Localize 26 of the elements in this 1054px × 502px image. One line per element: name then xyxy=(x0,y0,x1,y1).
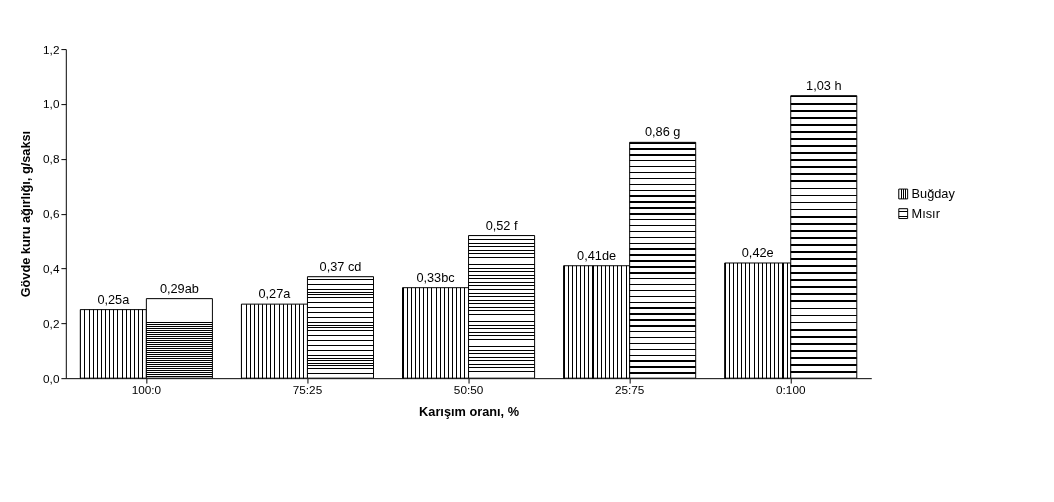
data-label: 0,33bc xyxy=(416,269,456,285)
data-label: 0,25a xyxy=(97,291,131,307)
data-label: 0,42e xyxy=(741,245,774,261)
x-tick-label: 0:100 xyxy=(776,383,806,397)
x-tick-label: 25:75 xyxy=(614,383,645,397)
legend-label: Mısır xyxy=(911,205,941,221)
data-label: 0,29ab xyxy=(159,280,199,296)
x-tick-label: 75:25 xyxy=(292,383,323,397)
data-label: 0,37 cd xyxy=(319,258,362,274)
x-tick-label: 50:50 xyxy=(453,383,484,397)
legend-label: Buğday xyxy=(911,185,956,201)
data-label: 0,27a xyxy=(258,286,292,302)
x-tick-label: 100:0 xyxy=(131,383,162,397)
y-axis-title: Gövde kuru ağırlığı, g/saksı xyxy=(18,130,34,298)
data-label: 0,86 g xyxy=(644,124,681,140)
data-label: 0,41de xyxy=(577,247,617,263)
data-label: 0,52 f xyxy=(485,217,518,233)
y-tick-label: 0,0 xyxy=(43,371,60,385)
y-tick-label: 0,2 xyxy=(43,316,60,330)
data-label: 1,03 h xyxy=(806,77,842,93)
y-tick-label: 1,0 xyxy=(43,97,60,111)
x-axis-title: Karışım oranı, % xyxy=(419,403,520,419)
y-tick-label: 0,4 xyxy=(43,261,60,275)
y-tick-label: 0,8 xyxy=(43,152,60,166)
y-tick-label: 1,2 xyxy=(43,42,60,56)
y-tick-label: 0,6 xyxy=(43,207,60,221)
